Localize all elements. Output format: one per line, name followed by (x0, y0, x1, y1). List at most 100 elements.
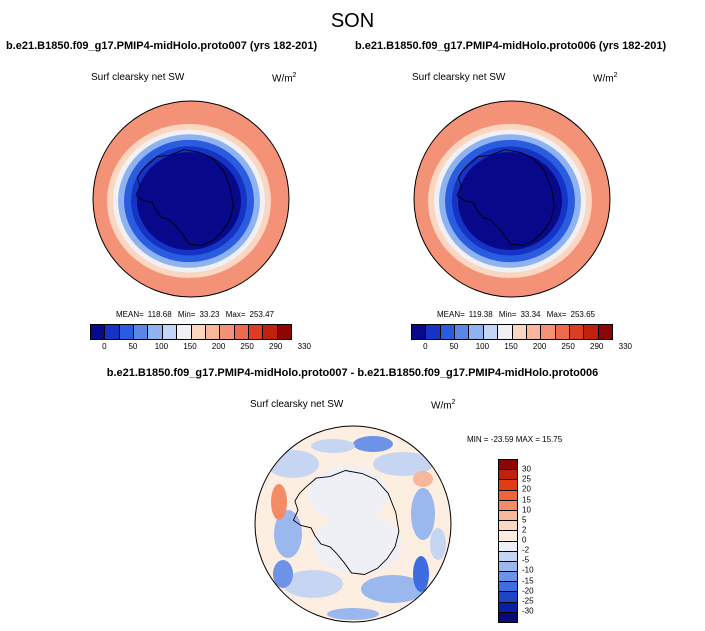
map-boundary (92, 100, 290, 298)
colorbar-box-10 (499, 561, 517, 573)
anomaly-blob-13 (430, 528, 446, 560)
figure-title: SON (330, 10, 375, 32)
colorbar-box-7 (499, 531, 517, 542)
colorbar-box-2 (440, 325, 456, 339)
colorbar-tick-label: 25 (522, 474, 531, 484)
colorbar-box-5 (483, 325, 499, 339)
colorbar-tick-label: -10 (522, 565, 534, 575)
panel-2-colorbar-labels: 0 50 100 150 200 250 290 330 (411, 342, 632, 352)
colorbar-box-14 (499, 602, 517, 613)
colorbar-tick-label: 330 (297, 342, 311, 351)
colorbar-box-6 (498, 325, 513, 339)
colorbar-box-2 (119, 325, 135, 339)
colorbar-box-7 (191, 325, 206, 339)
panel-2-field (414, 101, 610, 297)
panel-1-stats: MEAN= 118.68 Min= 33.23 Max= 253.47 (116, 310, 278, 319)
panel-1-units-exp: 2 (292, 72, 297, 79)
colorbar-tick-label: 100 (154, 342, 169, 351)
colorbar-tick-label: 330 (618, 342, 632, 351)
colorbar-tick-label: -30 (522, 606, 534, 616)
panel-1-title: b.e21.B1850.f09_g17.PMIP4-midHolo.proto0… (6, 40, 318, 52)
colorbar-box-0 (91, 325, 106, 339)
colorbar-tick-label: 200 (532, 342, 547, 351)
continent-outline (456, 149, 555, 247)
colorbar-tick-label: 0 (522, 535, 527, 545)
colorbar-box-10 (555, 325, 570, 339)
colorbar-tick-label: 15 (522, 495, 531, 504)
anomaly-blob-11 (327, 608, 379, 620)
colorbar-box-6 (499, 521, 517, 532)
panel-2-max-label: Max= (546, 310, 567, 319)
colorbar-tick-label: 290 (590, 342, 604, 351)
panel-1-min-label: Min= (177, 310, 196, 319)
anomaly-blob-10 (311, 439, 355, 453)
colorbar-box-4 (499, 500, 517, 511)
panel-2-mean: 119.38 (468, 310, 493, 319)
panel-3-units: W/m2 (431, 399, 455, 411)
colorbar-box-1 (426, 325, 441, 339)
colorbar-box-12 (584, 325, 599, 339)
panel-1-map (92, 100, 290, 298)
anomaly-blob-0 (267, 450, 319, 478)
panel-2-map (413, 100, 611, 298)
colorbar-tick-label: 20 (522, 484, 531, 494)
map-boundary (413, 100, 611, 298)
colorbar-box-1 (105, 325, 120, 339)
colorbar-tick-label: 10 (522, 505, 531, 515)
colorbar-box-15 (499, 612, 517, 622)
panel-3-colorbar-labels: 30 25 20 15 10 5 2 0 -2 -5 -10 -15 -20 -25 -30 (522, 459, 552, 621)
field-band-6 (137, 152, 241, 250)
anomaly-blob-3 (274, 510, 302, 558)
colorbar-box-11 (248, 325, 264, 339)
panel-2-mean-label: MEAN= (437, 310, 465, 319)
colorbar-tick-label: -25 (522, 596, 534, 606)
colorbar-tick-label: 30 (522, 464, 531, 474)
colorbar-tick-label: -5 (522, 555, 530, 565)
anomaly-blob-9 (353, 436, 393, 452)
colorbar-box-3 (455, 325, 470, 339)
colorbar-box-9 (220, 325, 235, 339)
panel-3-title: b.e21.B1850.f09_g17.PMIP4-midHolo.proto0… (106, 367, 599, 379)
colorbar-box-0 (499, 460, 517, 471)
colorbar-tick-label: 50 (449, 342, 459, 351)
colorbar-tick-label: 150 (183, 342, 197, 351)
colorbar-box-4 (148, 325, 163, 339)
colorbar-box-11 (569, 325, 585, 339)
colorbar-box-5 (499, 510, 517, 522)
anomaly-blob-4 (283, 570, 343, 598)
colorbar-box-8 (499, 541, 517, 552)
colorbar-box-4 (469, 325, 484, 339)
colorbar-box-11 (499, 572, 517, 583)
colorbar-tick-label: 150 (504, 342, 518, 351)
colorbar-box-12 (499, 582, 517, 593)
panel-1-variable: Surf clearsky net SW (91, 72, 185, 83)
colorbar-box-5 (162, 325, 178, 339)
continent-outline (135, 149, 234, 247)
panel-2-units-base: W/m (593, 73, 614, 85)
anomaly-blob-2 (411, 488, 435, 540)
anomaly-blob-1 (373, 452, 433, 476)
colorbar-box-13 (277, 325, 292, 339)
continent-outline (292, 470, 400, 575)
colorbar-box-3 (499, 490, 517, 501)
panel-1-mean-label: MEAN= (116, 310, 144, 319)
colorbar-tick-label: 250 (240, 342, 254, 351)
anomaly-blob-12 (273, 560, 293, 588)
panel-2-min-label: Min= (498, 310, 517, 319)
panel-2-colorbar (411, 324, 613, 340)
panel-3-units-base: W/m (431, 400, 452, 412)
colorbar-tick-label: 2 (522, 525, 527, 535)
colorbar-box-8 (205, 325, 221, 339)
colorbar-tick-label: 50 (128, 342, 138, 351)
map-boundary (254, 425, 452, 623)
colorbar-tick-label: 290 (269, 342, 283, 351)
colorbar-tick-label: -15 (522, 576, 534, 585)
colorbar-box-9 (541, 325, 556, 339)
panel-1-min: 33.23 (199, 310, 220, 319)
colorbar-tick-label: 200 (211, 342, 226, 351)
colorbar-tick-label: -20 (522, 586, 534, 596)
panel-2-max: 253.65 (570, 310, 595, 319)
colorbar-box-12 (263, 325, 278, 339)
panel-1-units-base: W/m (272, 73, 293, 85)
panel-1-max: 253.47 (249, 310, 274, 319)
